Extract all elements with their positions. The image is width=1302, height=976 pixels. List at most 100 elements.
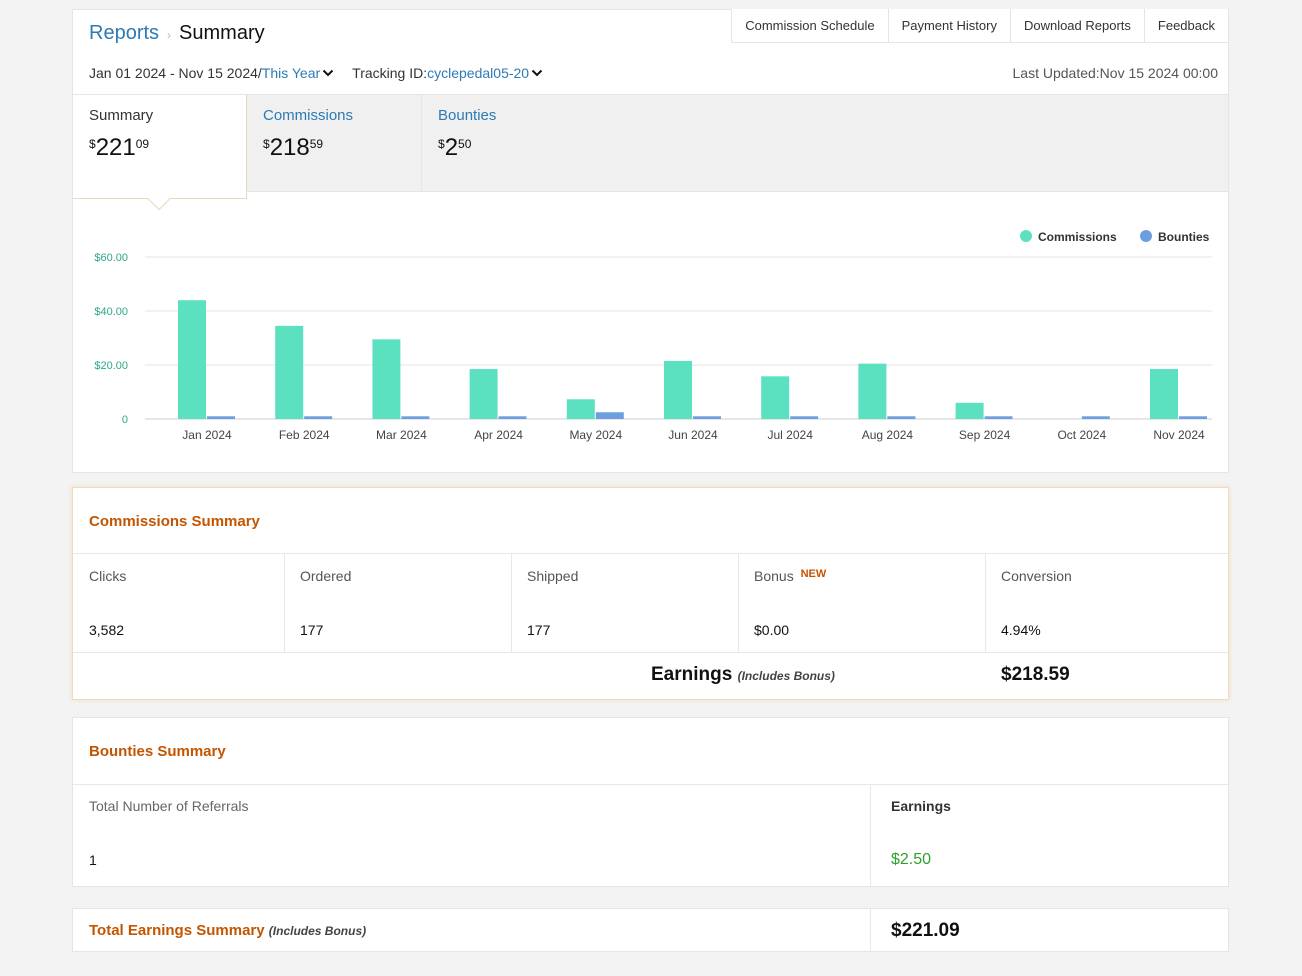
bonus-label: Bonus [754, 568, 794, 584]
amount-cents: 50 [458, 137, 472, 151]
commissions-bar [761, 376, 790, 419]
commissions-bar [858, 363, 887, 419]
x-axis-tick-label: Feb 2024 [279, 428, 330, 442]
earnings-label-text: Earnings [651, 664, 733, 685]
bounty-earnings-label: Earnings [891, 798, 951, 814]
commissions-bar [372, 339, 401, 419]
amount-cents: 59 [309, 137, 324, 151]
amount-whole: 218 [269, 134, 310, 161]
currency-symbol: $ [263, 137, 270, 151]
commissions-bar [178, 300, 206, 419]
x-axis-tick-label: May 2024 [569, 428, 622, 442]
commissions-bar [469, 369, 498, 419]
breadcrumb-reports-link[interactable]: Reports [89, 22, 160, 44]
feedback-button[interactable]: Feedback [1143, 9, 1229, 43]
commissions-bar [664, 360, 692, 419]
bounty-earnings-value: $2.50 [891, 851, 932, 868]
bonus-label-cell: Bonus NEW [754, 568, 826, 584]
referrals-value: 1 [89, 852, 97, 868]
total-earnings-title: Total Earnings Summary [89, 922, 265, 939]
referrals-label: Total Number of Referrals [89, 798, 249, 814]
x-axis-tick-label: Nov 2024 [1153, 428, 1205, 442]
commission-earnings-label: Earnings (Includes Bonus) [651, 664, 835, 686]
x-axis-tick-label: Jun 2024 [668, 428, 718, 442]
tracking-id-label: Tracking ID: [352, 65, 428, 81]
page-title: Summary [179, 22, 265, 44]
currency-symbol: $ [89, 137, 96, 151]
includes-bonus-note: (Includes Bonus) [737, 669, 835, 683]
includes-bonus-note: (Includes Bonus) [268, 924, 367, 938]
breadcrumb: Reports › Summary [89, 22, 265, 45]
earnings-bar-chart: $60.00 $40.00 $20.00 0 Jan 2024 Feb 2024 Mar 2… [94, 230, 1212, 442]
bounties-summary-panel: Bounties Summary Total Number of Referra… [72, 717, 1229, 887]
divider [738, 554, 739, 652]
date-preset-dropdown[interactable]: This Year [261, 65, 321, 81]
commission-earnings-value: $218.59 [1001, 664, 1070, 685]
chevron-down-icon[interactable] [531, 67, 543, 79]
bounties-bar [984, 416, 1013, 419]
report-nav: Commission Schedule Payment History Down… [731, 9, 1229, 43]
breadcrumb-separator: › [167, 28, 172, 42]
divider [73, 553, 1228, 554]
legend-label: Bounties [1158, 230, 1210, 244]
y-axis-tick-label: 0 [122, 414, 128, 426]
amount-whole: 2 [444, 134, 459, 161]
tab-commissions-label: Commissions [263, 107, 354, 124]
bounties-bar [887, 416, 916, 419]
bonus-value: $0.00 [754, 622, 790, 638]
currency-symbol: $ [438, 137, 445, 151]
clicks-label: Clicks [89, 568, 127, 584]
shipped-label: Shipped [527, 568, 579, 584]
amount-whole: 221 [95, 134, 136, 161]
tab-commissions[interactable]: Commissions $ 218 59 [247, 95, 422, 192]
divider [73, 652, 1228, 653]
y-axis-tick-label: $40.00 [94, 306, 128, 318]
download-reports-button[interactable]: Download Reports [1009, 9, 1145, 43]
commission-schedule-button[interactable]: Commission Schedule [731, 9, 889, 43]
commissions-bar [955, 402, 984, 419]
shipped-value: 177 [527, 622, 551, 638]
total-earnings-label: Total Earnings Summary (Includes Bonus) [89, 922, 366, 939]
commissions-legend-swatch [1020, 230, 1032, 242]
x-axis-tick-label: Mar 2024 [376, 428, 427, 442]
x-axis-tick-label: Sep 2024 [959, 428, 1011, 442]
x-axis-tick-label: Oct 2024 [1057, 428, 1106, 442]
bounties-bar [1081, 416, 1110, 419]
commissions-summary-title: Commissions Summary [89, 513, 260, 530]
ordered-value: 177 [300, 622, 324, 638]
divider [870, 785, 871, 887]
report-overview-panel: Reports › Summary Commission Schedule Pa… [72, 9, 1229, 473]
total-earnings-panel: Total Earnings Summary (Includes Bonus) … [72, 908, 1229, 952]
tab-commissions-amount: $ 218 59 [263, 134, 405, 162]
bounties-bar [595, 412, 624, 419]
commissions-bar [275, 325, 304, 419]
tab-bounties[interactable]: Bounties $ 2 50 [422, 95, 597, 192]
tab-bounties-label: Bounties [438, 107, 497, 124]
total-earnings-value: $221.09 [891, 920, 960, 941]
commissions-bar [566, 399, 595, 419]
x-axis-tick-label: Apr 2024 [474, 428, 523, 442]
ordered-label: Ordered [300, 568, 352, 584]
conversion-value: 4.94% [1001, 622, 1041, 638]
bounties-bar [1179, 416, 1207, 419]
chevron-down-icon[interactable] [322, 67, 334, 79]
divider [73, 784, 1228, 785]
bounties-bar [498, 416, 527, 419]
clicks-value: 3,582 [89, 622, 125, 638]
bounties-legend-swatch [1140, 230, 1152, 242]
tab-summary-label: Summary [89, 107, 154, 124]
tab-summary-amount: $ 221 09 [89, 134, 230, 162]
tracking-id-dropdown[interactable]: cyclepedal05-20 [427, 65, 530, 81]
divider [870, 909, 871, 951]
filter-row: Jan 01 2024 - Nov 15 2024 / This Year Tr… [89, 65, 543, 81]
bounties-bar [693, 416, 721, 419]
payment-history-button[interactable]: Payment History [887, 9, 1011, 43]
legend-label: Commissions [1038, 230, 1117, 244]
conversion-label: Conversion [1001, 568, 1072, 584]
summary-tabs: Summary $ 221 09 Commissions $ 218 59 Bo… [73, 94, 1228, 211]
y-axis-tick-label: $20.00 [94, 360, 128, 372]
tab-summary[interactable]: Summary $ 221 09 [73, 95, 247, 211]
bounties-bar [304, 416, 333, 419]
x-axis-tick-label: Jul 2024 [768, 428, 814, 442]
divider [985, 554, 986, 652]
